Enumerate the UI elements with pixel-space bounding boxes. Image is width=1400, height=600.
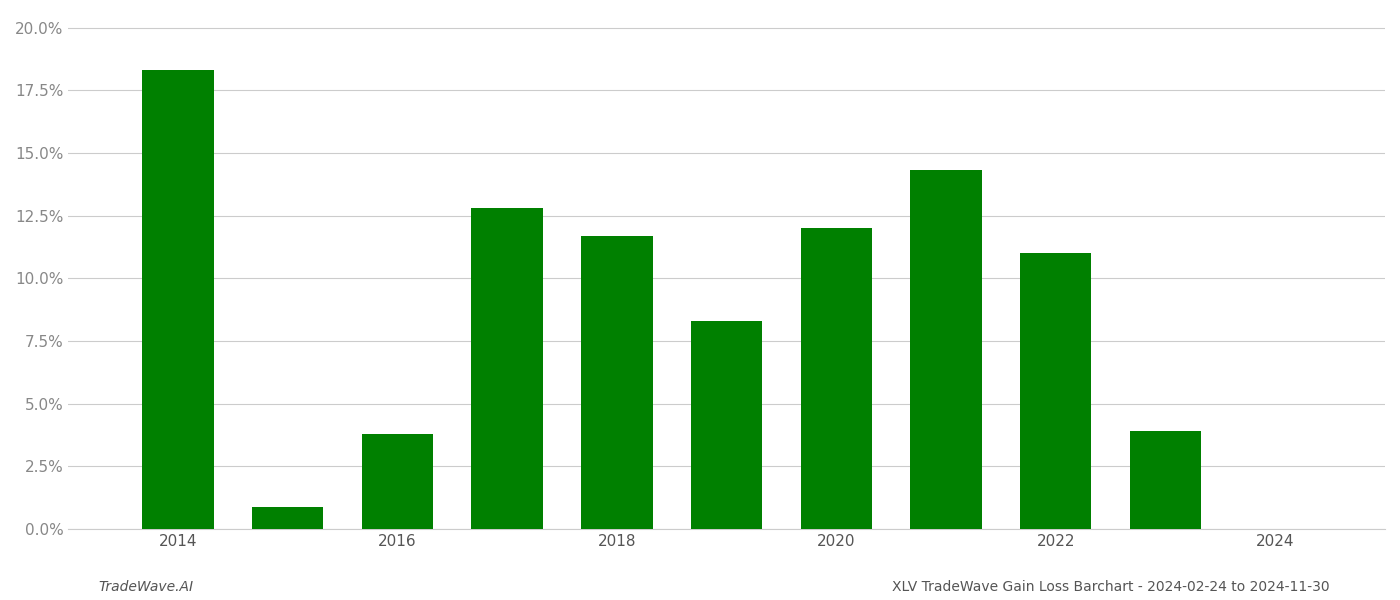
Bar [361,434,433,529]
Bar [143,70,214,529]
Bar [1130,431,1201,529]
Bar [1021,253,1092,529]
Bar [692,321,762,529]
Bar [252,506,323,529]
Text: XLV TradeWave Gain Loss Barchart - 2024-02-24 to 2024-11-30: XLV TradeWave Gain Loss Barchart - 2024-… [892,580,1330,594]
Bar [581,236,652,529]
Text: TradeWave.AI: TradeWave.AI [98,580,193,594]
Bar [801,228,872,529]
Bar [910,170,981,529]
Bar [472,208,543,529]
